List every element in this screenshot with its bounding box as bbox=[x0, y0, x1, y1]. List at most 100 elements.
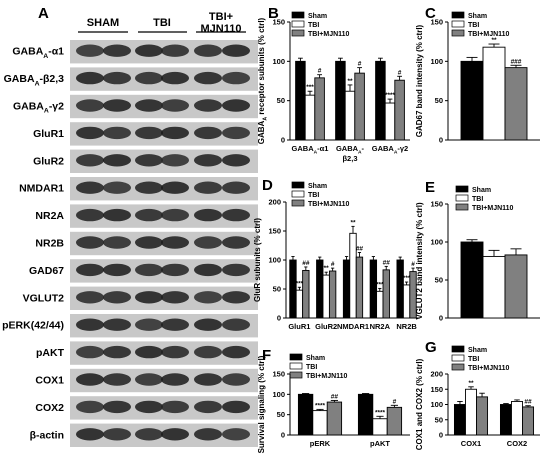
blot-row-label: COX2 bbox=[35, 402, 64, 414]
significance-mark: *** bbox=[376, 281, 384, 288]
blot-band bbox=[103, 236, 131, 249]
legend-label: TBI bbox=[472, 196, 483, 203]
blot-band bbox=[103, 99, 131, 112]
legend-swatch bbox=[291, 199, 305, 207]
x-tick-label: GABAA- bbox=[336, 144, 365, 155]
blot-band bbox=[194, 181, 222, 194]
blot-band bbox=[194, 373, 222, 386]
blot-band bbox=[76, 99, 104, 112]
y-tick-label: 0 bbox=[277, 314, 281, 323]
bar bbox=[460, 60, 484, 141]
legend-label: Sham bbox=[468, 347, 487, 354]
group-label: SHAM bbox=[87, 17, 119, 29]
significance-mark: ## bbox=[331, 393, 339, 400]
y-tick-label: 100 bbox=[272, 390, 285, 399]
bar bbox=[482, 46, 506, 141]
legend-label: TBI+MJN110 bbox=[472, 205, 514, 212]
blot-row-label: GluR1 bbox=[33, 128, 64, 140]
blot-band bbox=[161, 154, 189, 167]
blot-band bbox=[76, 400, 104, 414]
blot-band bbox=[222, 373, 250, 386]
blot-band bbox=[161, 263, 189, 277]
blot-band bbox=[135, 291, 163, 304]
blot-band bbox=[194, 236, 222, 249]
blot-band bbox=[135, 71, 163, 85]
legend-label: TBI bbox=[308, 22, 319, 29]
blot-band bbox=[194, 263, 222, 277]
significance-mark: # bbox=[398, 69, 402, 76]
blot-band bbox=[222, 208, 250, 222]
panel-label-a: A bbox=[38, 5, 49, 22]
bar bbox=[396, 259, 404, 319]
legend-label: TBI+MJN110 bbox=[468, 365, 510, 372]
blot-band bbox=[194, 44, 222, 57]
y-tick-label: 100 bbox=[272, 57, 285, 66]
legend-swatch bbox=[289, 353, 303, 361]
y-tick-label: 150 bbox=[430, 18, 443, 27]
legend-swatch bbox=[291, 29, 305, 37]
y-tick-label: 0 bbox=[439, 136, 443, 145]
significance-mark: *** bbox=[296, 280, 304, 287]
bar bbox=[295, 289, 304, 319]
legend-swatch bbox=[291, 181, 305, 189]
blot-band bbox=[76, 181, 104, 194]
legend-swatch bbox=[451, 20, 465, 28]
significance-mark: *** bbox=[403, 275, 411, 282]
blot-band bbox=[103, 126, 131, 140]
significance-mark: **** bbox=[385, 92, 396, 99]
y-axis-label: GAD67 band intensity (% ctrl) bbox=[415, 24, 424, 137]
y-axis-label: COX1 and COX2 (% ctrl) bbox=[415, 358, 424, 450]
legend-swatch bbox=[455, 203, 469, 211]
legend-label: TBI bbox=[308, 192, 319, 199]
blot-row-label: GABAA-γ2 bbox=[13, 101, 64, 115]
bar bbox=[453, 404, 466, 436]
y-axis-label: GABAA receptor subunits (% ctrl) bbox=[257, 17, 268, 144]
blot-band bbox=[161, 291, 189, 304]
legend-swatch bbox=[289, 371, 303, 379]
bar bbox=[354, 72, 365, 141]
legend-swatch bbox=[289, 362, 303, 370]
y-tick-label: 100 bbox=[430, 57, 443, 66]
blot-band bbox=[194, 126, 222, 140]
legend-swatch bbox=[451, 354, 465, 362]
bar bbox=[314, 77, 325, 141]
blot-band bbox=[161, 318, 189, 331]
blot-band bbox=[103, 400, 131, 414]
blot-row-label: GAD67 bbox=[29, 265, 64, 277]
blot-band bbox=[103, 263, 131, 277]
blot-band bbox=[135, 373, 163, 386]
bar bbox=[522, 406, 535, 436]
y-tick-label: 0 bbox=[281, 431, 285, 440]
x-tick-label: COX2 bbox=[507, 439, 527, 448]
bar bbox=[326, 401, 343, 436]
panel-label-g: G bbox=[425, 339, 437, 356]
significance-mark: # bbox=[411, 261, 415, 268]
blot-band bbox=[161, 44, 189, 57]
chart-d: D Sham TBI TBI+MJN110 0 50 100 150 200 GluR subun… bbox=[253, 177, 420, 331]
blot-band bbox=[103, 44, 131, 57]
panel-label-d: D bbox=[262, 177, 273, 194]
blot-band bbox=[76, 428, 104, 441]
y-tick-label: 150 bbox=[272, 18, 285, 27]
legend-swatch bbox=[291, 190, 305, 198]
legend-label: Sham bbox=[468, 13, 487, 20]
legend-label: TBI bbox=[468, 22, 479, 29]
blot-band bbox=[76, 154, 104, 167]
y-tick-label: 200 bbox=[268, 198, 281, 207]
blot-band bbox=[194, 71, 222, 85]
x-tick-label: GABAA-γ2 bbox=[372, 144, 408, 155]
blot-band bbox=[135, 263, 163, 277]
bar bbox=[482, 255, 506, 319]
bar bbox=[344, 90, 356, 141]
x-tick-label: COX1 bbox=[461, 439, 481, 448]
blot-band bbox=[76, 71, 104, 85]
significance-mark: **** bbox=[315, 402, 326, 409]
bar bbox=[504, 254, 528, 319]
blot-row-label: pERK(42/44) bbox=[2, 320, 64, 332]
bar bbox=[312, 410, 328, 436]
significance-mark: ** bbox=[347, 78, 353, 85]
blot-band bbox=[103, 428, 131, 441]
significance-mark: ## bbox=[356, 245, 364, 252]
blot-band bbox=[222, 345, 250, 359]
blot-band bbox=[135, 44, 163, 57]
